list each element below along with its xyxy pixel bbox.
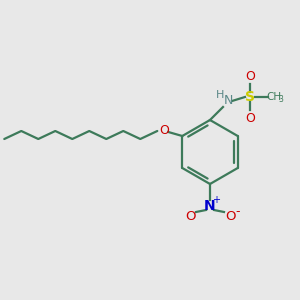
Text: N: N: [204, 199, 216, 213]
Text: O: O: [225, 209, 235, 223]
Text: 3: 3: [279, 95, 283, 104]
Text: CH: CH: [266, 92, 282, 102]
Text: N: N: [223, 94, 233, 107]
Text: -: -: [236, 206, 240, 218]
Text: O: O: [185, 209, 195, 223]
Text: O: O: [159, 124, 169, 136]
Text: O: O: [245, 70, 255, 83]
Text: +: +: [212, 195, 220, 205]
Text: O: O: [245, 112, 255, 124]
Text: S: S: [245, 90, 255, 104]
Text: H: H: [216, 90, 224, 100]
